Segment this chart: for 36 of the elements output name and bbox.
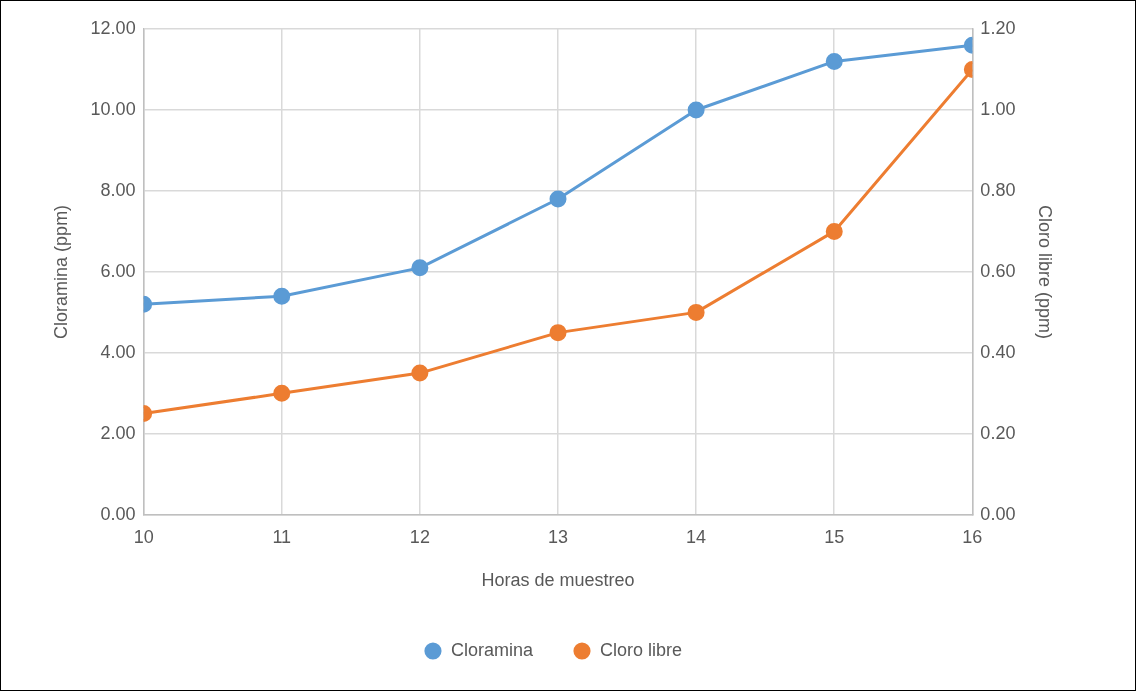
y2-tick-label: 0.40 xyxy=(980,341,1016,362)
y2-tick-label: 1.20 xyxy=(980,17,1016,38)
point xyxy=(273,287,291,305)
y-tick-label: 2.00 xyxy=(100,422,136,443)
y-tick-label: 10.00 xyxy=(90,98,136,119)
x-tick-label: 11 xyxy=(272,526,292,547)
point xyxy=(411,364,429,382)
x-tick-label: 13 xyxy=(547,526,569,547)
y-tick-label: 6.00 xyxy=(100,260,136,281)
y-tick-label: 0.00 xyxy=(100,503,136,524)
y2-tick-label: 0.60 xyxy=(980,260,1016,281)
point xyxy=(273,384,291,402)
point xyxy=(549,324,567,342)
y-tick-label: 8.00 xyxy=(100,179,136,200)
y2-tick-label: 0.00 xyxy=(980,503,1016,524)
point xyxy=(411,259,429,277)
x-axis-title: Horas de muestreo xyxy=(481,570,635,591)
y2-tick-label: 1.00 xyxy=(980,98,1016,119)
y-tick-label: 4.00 xyxy=(100,341,136,362)
x-tick-label: 15 xyxy=(824,526,845,547)
y2-axis-title: Cloro libre (ppm) xyxy=(1035,204,1056,339)
x-tick-label: 14 xyxy=(686,526,707,547)
y2-tick-label: 0.20 xyxy=(980,422,1016,443)
point xyxy=(549,190,567,208)
x-tick-label: 12 xyxy=(409,526,430,547)
y-tick-label: 12.00 xyxy=(90,17,136,38)
legend-label: Cloro libre xyxy=(600,639,683,660)
y-axis-title: Cloramina (ppm) xyxy=(50,204,71,339)
x-tick-label: 16 xyxy=(962,526,983,547)
point xyxy=(687,303,705,321)
point xyxy=(687,101,705,119)
legend-label: Cloramina xyxy=(450,639,534,660)
point xyxy=(825,222,843,240)
point xyxy=(825,52,843,70)
y2-tick-label: 0.80 xyxy=(980,179,1016,200)
x-tick-label: 10 xyxy=(133,526,154,547)
